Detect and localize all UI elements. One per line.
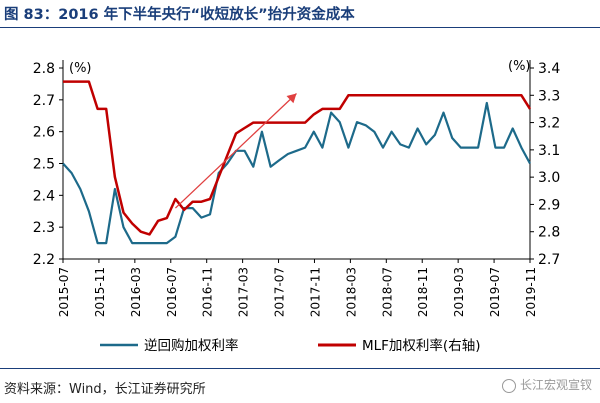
x-tick-label: 2018-03 xyxy=(344,267,358,317)
right-tick-label: 3.3 xyxy=(538,88,560,104)
watermark-text: 长江宏观宣钗 xyxy=(519,378,592,392)
footer-divider xyxy=(0,368,600,369)
left-axis-unit: (%) xyxy=(69,61,92,76)
right-tick-label: 3.0 xyxy=(538,170,560,186)
left-tick-label: 2.2 xyxy=(33,252,55,268)
source-note: 资料来源：Wind，长江证券研究所 xyxy=(4,382,206,397)
right-axis-unit: (%) xyxy=(508,59,531,74)
right-tick-label: 3.1 xyxy=(538,143,560,159)
figure-title: 图 83：2016 年下半年央行“收短放长”抬升资金成本 xyxy=(4,7,355,23)
left-tick-label: 2.7 xyxy=(33,93,55,109)
series-layer xyxy=(62,80,532,245)
trend-arrow-head xyxy=(286,93,297,104)
left-tick-label: 2.5 xyxy=(33,157,55,173)
legend-label-mlf: MLF加权利率(右轴) xyxy=(362,337,480,354)
x-tick-label: 2016-03 xyxy=(129,267,143,317)
series-reverse-repo-line xyxy=(62,101,531,245)
x-tick-label: 2018-07 xyxy=(380,267,394,317)
left-tick-label: 2.4 xyxy=(33,188,55,204)
trend-arrow-shaft xyxy=(174,92,297,209)
x-tick-label: 2016-07 xyxy=(165,267,179,317)
x-tick-label: 2015-07 xyxy=(57,267,71,317)
x-tick-label: 2018-11 xyxy=(416,267,430,317)
x-tick-label: 2017-11 xyxy=(308,267,322,317)
x-axis-ticks: 2015-07 2015-11 2016-03 2016-07 2016-11 2017-… xyxy=(57,259,538,317)
chart-legend: 逆回购加权利率 MLF加权利率(右轴) xyxy=(100,337,480,354)
x-tick-label: 2016-11 xyxy=(201,267,215,317)
left-axis-ticks: 2.2 2.3 2.4 2.5 2.6 2.7 2.8 (%) xyxy=(33,61,92,268)
left-tick-label: 2.6 xyxy=(33,125,55,141)
x-tick-label: 2015-11 xyxy=(93,267,107,317)
right-tick-label: 3.2 xyxy=(538,116,560,132)
wechat-icon xyxy=(501,378,516,393)
right-tick-label: 2.8 xyxy=(538,225,560,241)
x-tick-label: 2017-07 xyxy=(273,267,287,317)
x-tick-label: 2019-03 xyxy=(452,267,466,317)
right-axis-ticks: 2.7 2.8 2.9 3.0 3.1 3.2 3.3 3.4 (%) xyxy=(508,59,560,268)
left-tick-label: 2.3 xyxy=(33,220,55,236)
right-tick-label: 2.9 xyxy=(538,197,560,213)
annotation-layer xyxy=(174,92,297,209)
right-tick-label: 2.7 xyxy=(538,252,560,268)
legend-label-reverse-repo: 逆回购加权利率 xyxy=(144,337,239,354)
title-divider xyxy=(0,27,600,28)
x-tick-label: 2019-07 xyxy=(488,267,502,317)
chart-axes xyxy=(62,60,531,260)
left-tick-label: 2.8 xyxy=(33,61,55,77)
x-tick-label: 2017-03 xyxy=(237,267,251,317)
x-tick-label: 2019-11 xyxy=(524,267,538,317)
right-tick-label: 3.4 xyxy=(538,61,560,77)
watermark: 长江宏观宣钗 xyxy=(501,376,592,393)
series-mlf-line xyxy=(63,80,532,236)
